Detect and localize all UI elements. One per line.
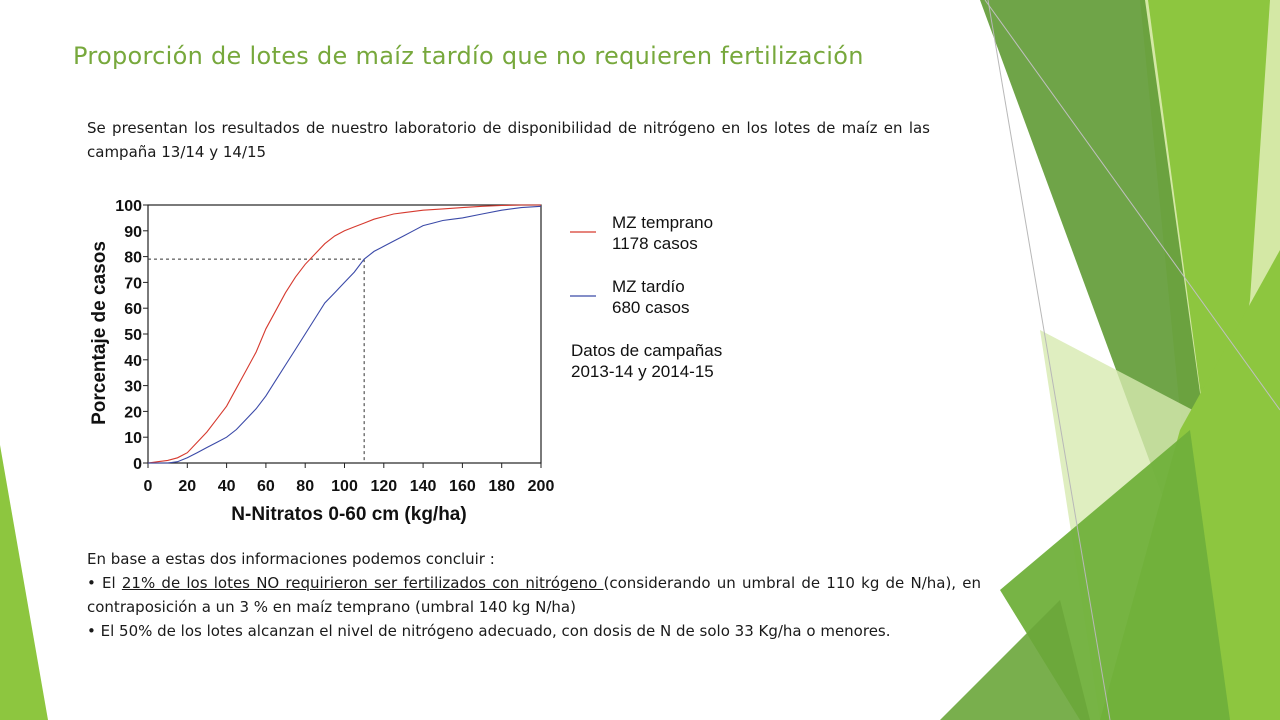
y-tick-label: 50 [124, 327, 142, 344]
x-tick-label: 120 [370, 478, 397, 495]
x-tick-label: 200 [528, 478, 555, 495]
y-tick-label: 30 [124, 379, 142, 396]
y-tick-label: 80 [124, 250, 142, 267]
legend-label-temprano: MZ temprano [612, 213, 713, 232]
bullet-1-highlight: 21% de los lotes NO requirieron ser fert… [121, 574, 604, 592]
y-tick-label: 0 [133, 456, 142, 473]
x-tick-label: 40 [218, 478, 236, 495]
conclusion-bullet-1: • El 21% de los lotes NO requirieron ser… [87, 571, 981, 619]
y-tick-label: 70 [124, 275, 142, 292]
x-tick-label: 20 [178, 478, 196, 495]
conclusion-bullet-2: • El 50% de los lotes alcanzan el nivel … [87, 622, 891, 640]
legend: MZ temprano 1178 casos MZ tardío 680 cas… [570, 213, 722, 381]
series-line-mz-temprano [147, 204, 541, 464]
intro-paragraph: Se presentan los resultados de nuestro l… [87, 119, 930, 161]
y-tick-label: 10 [124, 430, 142, 447]
series-line-mz-tardio [148, 205, 542, 464]
x-tick-label: 100 [331, 478, 358, 495]
conclusion-block: En base a estas dos informaciones podemo… [87, 547, 981, 643]
legend-count-temprano: 1178 casos [612, 234, 698, 253]
x-tick-label: 140 [410, 478, 437, 495]
slide-title: Proporción de lotes de maíz tardío que n… [73, 42, 864, 70]
y-axis-label: Porcentaje de casos [89, 241, 110, 425]
legend-count-tardio: 680 casos [612, 298, 690, 317]
y-tick-label: 100 [115, 198, 142, 215]
y-tick-label: 20 [124, 404, 142, 421]
plot-frame [147, 204, 542, 464]
nitrate-cumulative-chart: 0 10 20 30 40 50 60 70 80 90 100 0 20 40 60 80 100 120 140… [89, 198, 722, 525]
legend-note-line2: 2013-14 y 2014-15 [571, 362, 714, 381]
x-tick-label: 0 [144, 478, 153, 495]
conclusion-lead: En base a estas dos informaciones podemo… [87, 550, 495, 568]
legend-note-line1: Datos de campañas [571, 341, 722, 360]
y-tick-label: 60 [124, 301, 142, 318]
bullet-1-text: (considerando un umbral de 110 kg de N/h… [87, 574, 981, 616]
x-tick-label: 180 [488, 478, 515, 495]
x-axis-label: N-Nitratos 0-60 cm (kg/ha) [231, 504, 466, 525]
y-tick-label: 90 [124, 224, 142, 241]
legend-label-tardio: MZ tardío [612, 277, 685, 296]
y-tick-label: 40 [124, 353, 142, 370]
bullet-1-prefix: • El [87, 574, 122, 592]
x-tick-label: 160 [449, 478, 476, 495]
x-tick-label: 60 [257, 478, 275, 495]
x-tick-label: 80 [296, 478, 314, 495]
